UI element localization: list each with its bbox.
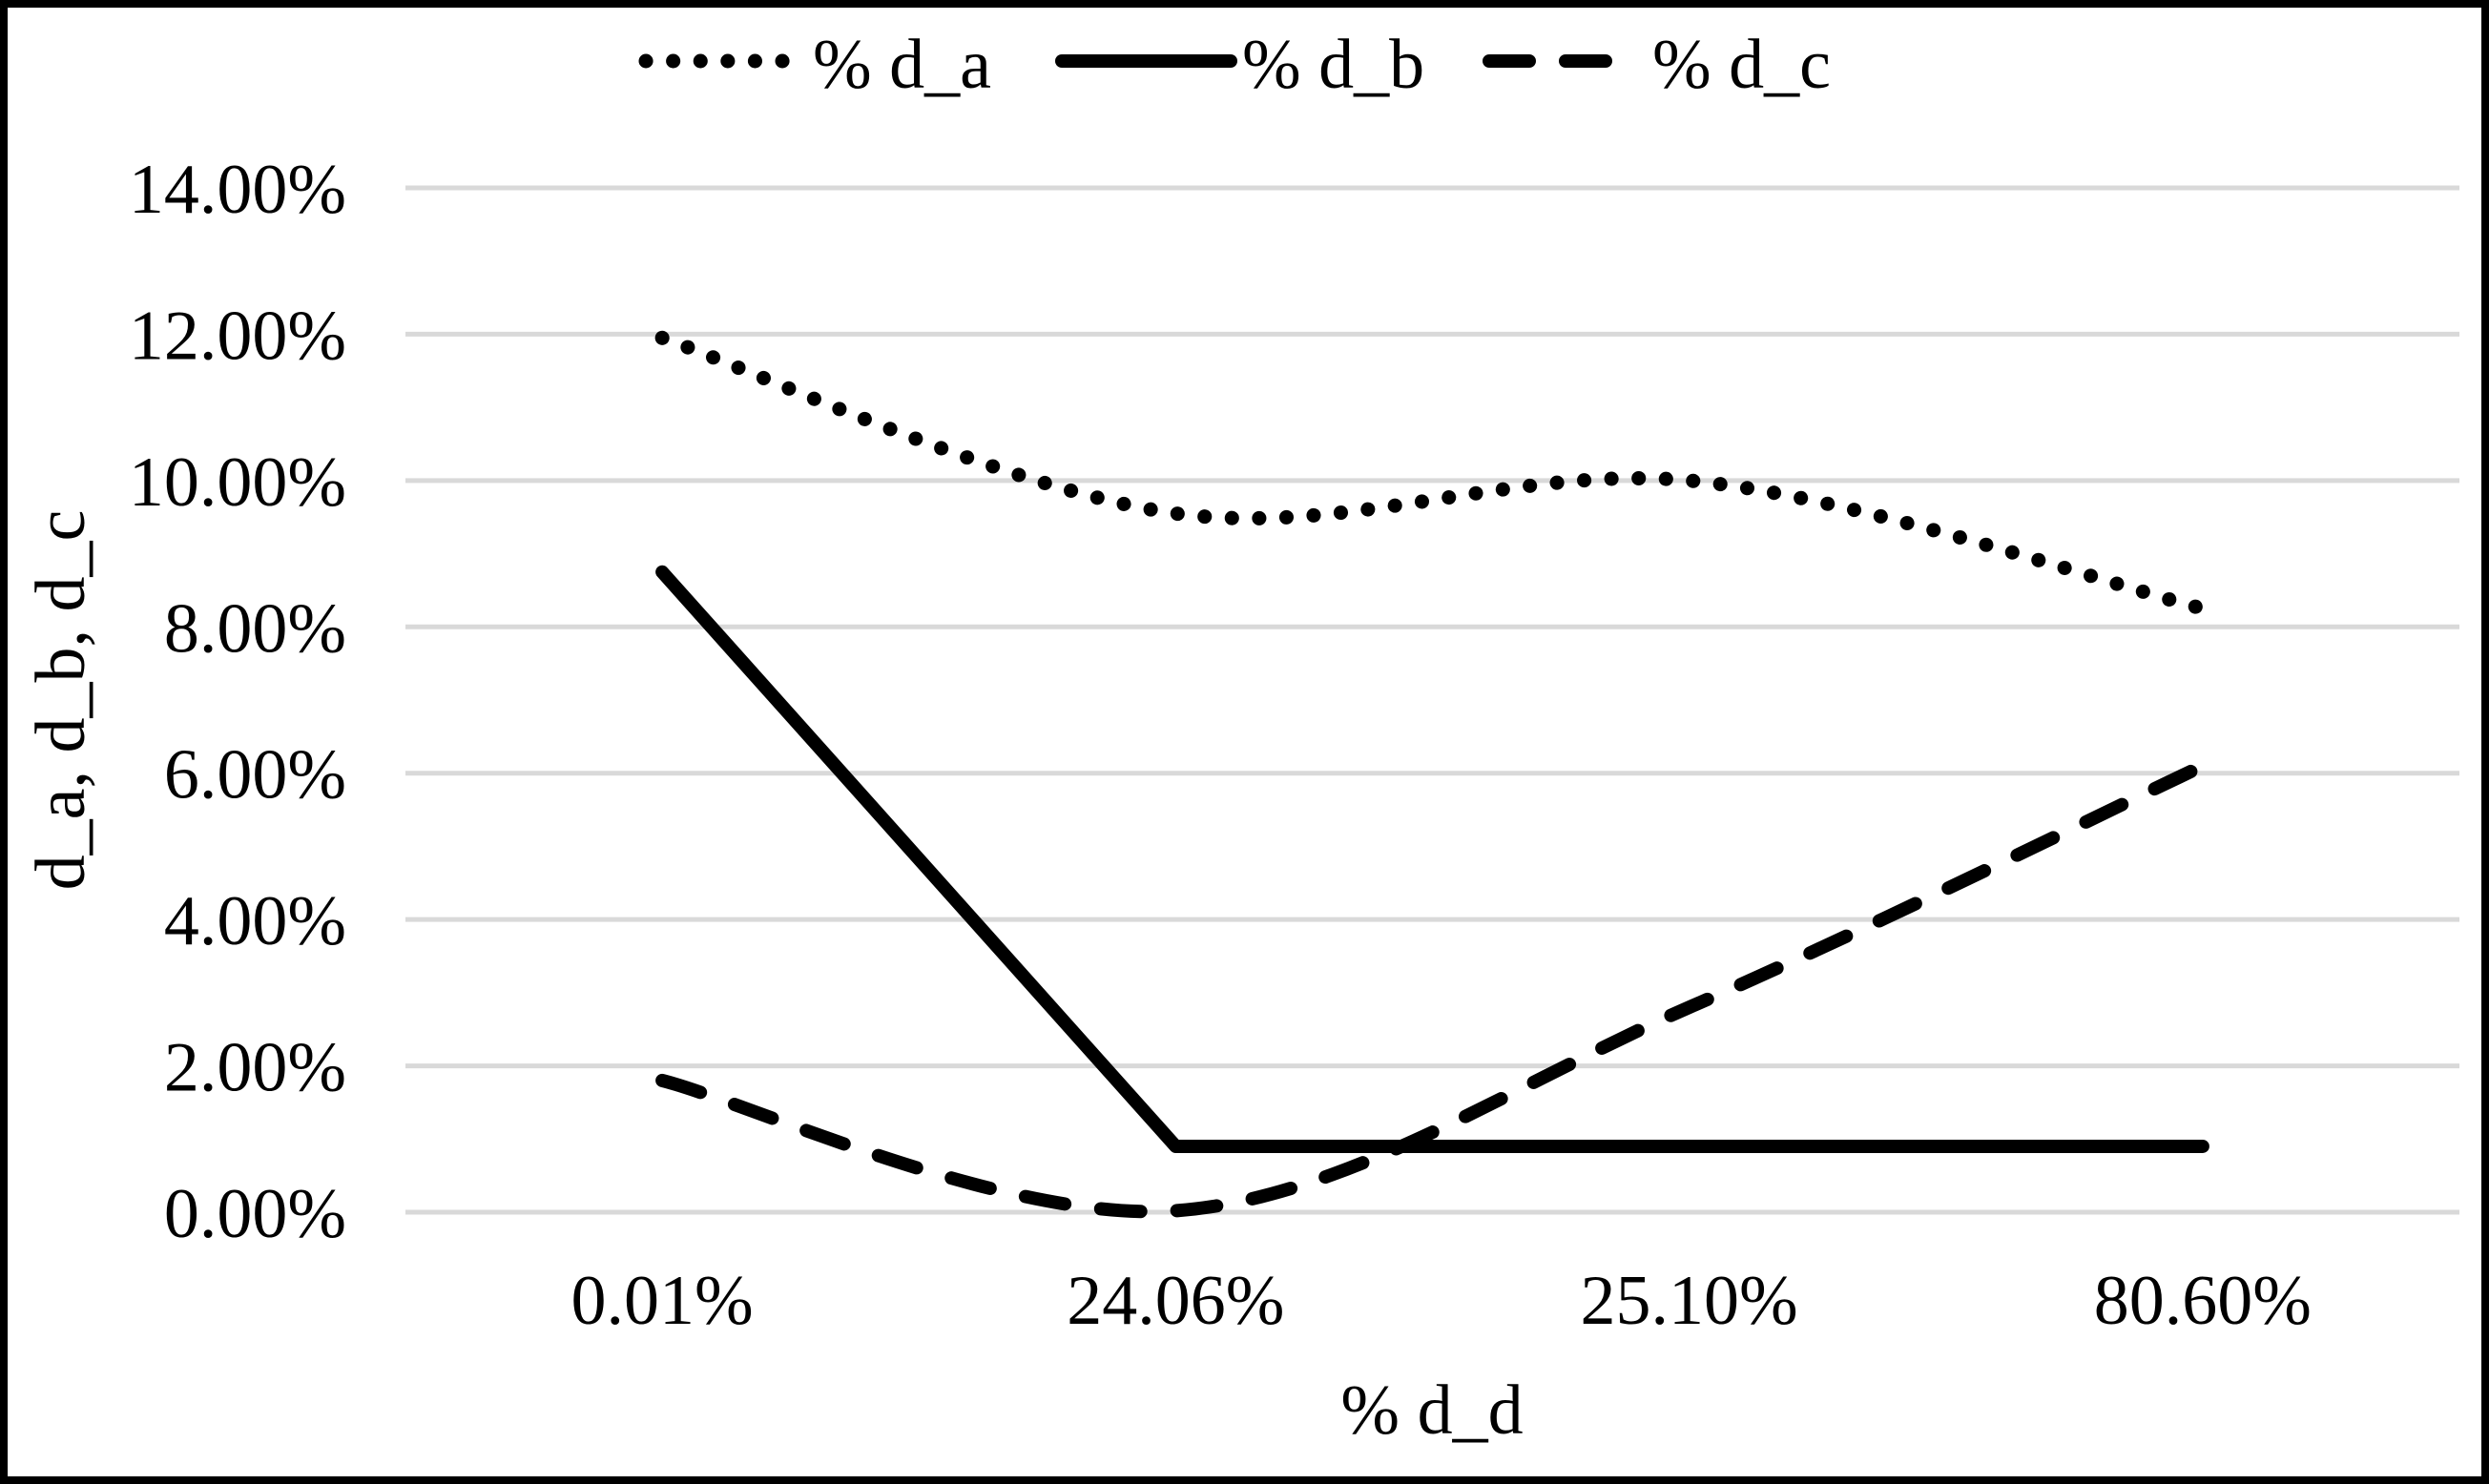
series-lines bbox=[654, 330, 2210, 1219]
y-tick-label: 14.00% bbox=[129, 151, 346, 229]
x-tick-label: 0.01% bbox=[571, 1262, 754, 1340]
y-tick-label: 8.00% bbox=[164, 589, 346, 668]
series-line-solid bbox=[655, 565, 2209, 1153]
gridlines bbox=[405, 185, 2459, 1215]
legend-label-d_b: % d_b bbox=[1242, 26, 1424, 104]
series-line-dotted bbox=[654, 330, 2210, 616]
y-axis-tick-labels: 0.00% 2.00% 4.00% 6.00% 8.00% 10.00% 12.00% 14.… bbox=[129, 151, 346, 1253]
x-tick-label: 25.10% bbox=[1581, 1262, 1798, 1340]
legend-label-d_c: % d_c bbox=[1652, 26, 1831, 104]
y-tick-label: 4.00% bbox=[164, 882, 346, 960]
x-axis-title: % d_d bbox=[1340, 1371, 1523, 1450]
legend-label-d_a: % d_a bbox=[813, 26, 991, 104]
y-tick-label: 10.00% bbox=[129, 443, 346, 522]
y-tick-label: 6.00% bbox=[164, 736, 346, 814]
y-tick-label: 0.00% bbox=[164, 1175, 346, 1253]
y-tick-label: 12.00% bbox=[129, 297, 346, 375]
x-tick-label: 80.60% bbox=[2094, 1262, 2312, 1340]
y-axis-title: d_a, d_b, d_c bbox=[22, 510, 100, 891]
y-tick-label: 2.00% bbox=[164, 1029, 346, 1107]
x-axis-tick-labels: 0.01% 24.06% 25.10% 80.60% bbox=[571, 1262, 2312, 1340]
series-line-dashed bbox=[655, 759, 2209, 1219]
x-tick-label: 24.06% bbox=[1067, 1262, 1284, 1340]
